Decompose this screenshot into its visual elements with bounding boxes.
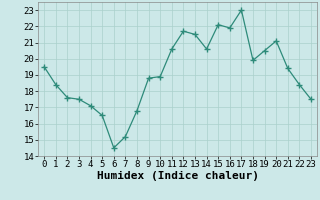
X-axis label: Humidex (Indice chaleur): Humidex (Indice chaleur) bbox=[97, 171, 259, 181]
